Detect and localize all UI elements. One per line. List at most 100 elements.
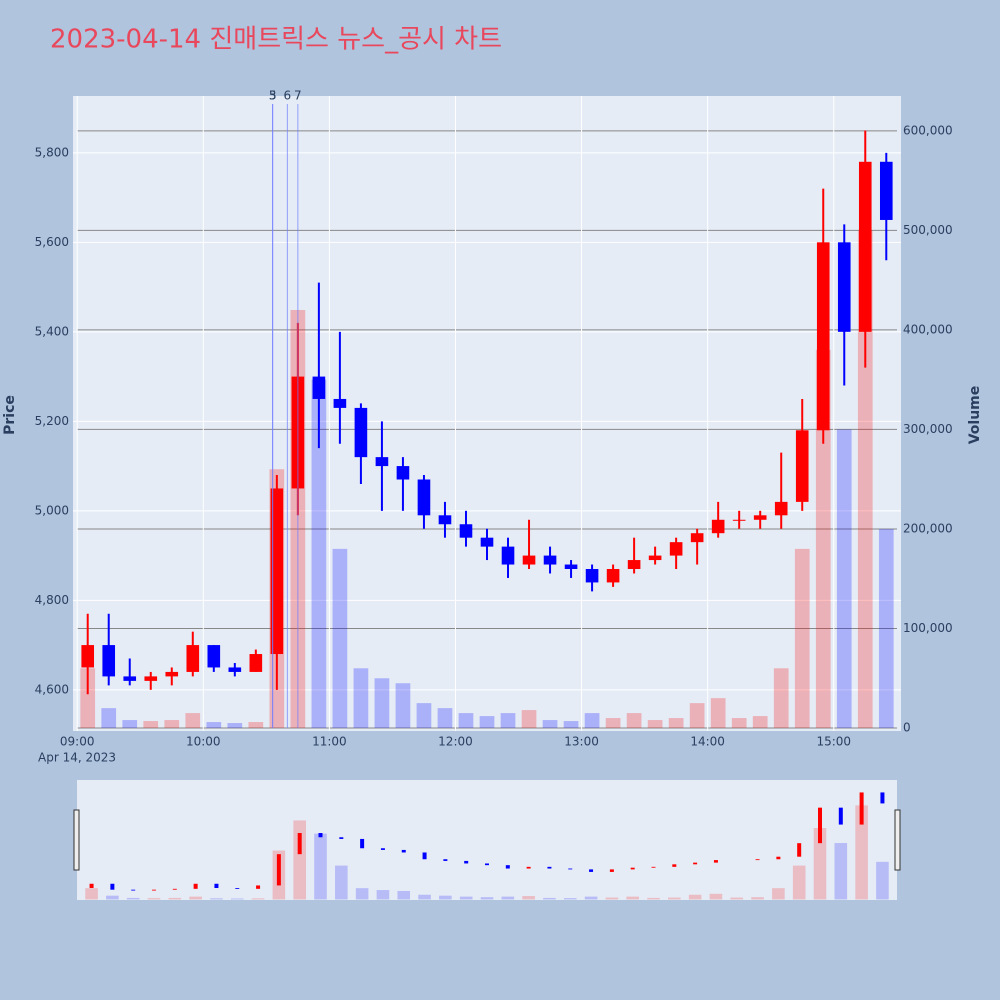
volume-bar (752, 716, 768, 729)
slider-volume-bar (668, 897, 681, 900)
volume-bar (878, 528, 894, 729)
volume-bar (794, 548, 810, 729)
volume-bar (416, 703, 432, 729)
slider-volume-bar (210, 898, 223, 900)
volume-bar (185, 713, 201, 729)
slider-volume-bar (314, 833, 327, 900)
annotation-label: 5 (269, 89, 277, 103)
candle-body (186, 645, 200, 672)
candle-body (837, 242, 851, 332)
candle-body (396, 466, 410, 480)
x-tick-label: 11:00 (312, 735, 347, 749)
candle-body (417, 479, 431, 516)
candle-body (711, 519, 725, 534)
candle-body (270, 488, 284, 655)
candle-body (249, 654, 263, 672)
volume-bar (521, 710, 537, 729)
candle-body (732, 519, 746, 521)
volume-bar (773, 668, 789, 729)
x-tick-label: 13:00 (564, 735, 599, 749)
slider-volume-bar (376, 890, 390, 900)
slider-volume-bar (563, 898, 577, 900)
slider-volume-bar (168, 897, 182, 900)
volume-bar (164, 720, 180, 729)
slider-volume-bar (501, 896, 515, 900)
volume-bar (500, 713, 516, 729)
y-tick-label: 5,200 (35, 414, 69, 428)
plot-area (73, 96, 901, 731)
volume-bar (143, 721, 159, 729)
volume-bar (437, 708, 453, 729)
volume-bar (80, 668, 96, 729)
candle-body (858, 161, 872, 332)
y-axis-title: Price (2, 395, 18, 435)
slider-volume-bar (751, 897, 764, 900)
slider-volume-bar (335, 865, 348, 900)
slider-volume-bar (85, 888, 98, 900)
annotation-label: 7 (294, 89, 302, 103)
volume-bar (563, 721, 579, 729)
candle-body (354, 407, 368, 458)
volume-bar (353, 668, 369, 729)
slider-volume-bar (626, 896, 639, 900)
candle-body (585, 569, 599, 583)
y2-tick-label: 100,000 (903, 621, 953, 635)
y-tick-label: 5,400 (35, 324, 69, 338)
slider-volume-bar (397, 890, 411, 900)
candle-body (648, 555, 662, 561)
slider-volume-bar (813, 827, 827, 900)
volume-bar (206, 722, 222, 729)
volume-bar (836, 429, 852, 729)
slider-volume-bar (522, 896, 535, 900)
slider-volume-bar (293, 820, 306, 900)
slider-volume-bar (418, 894, 431, 900)
candle-body (606, 569, 620, 583)
volume-bar (689, 703, 705, 729)
y-tick-label: 5,600 (35, 235, 69, 249)
volume-bar (458, 713, 474, 729)
volume-bar (227, 723, 243, 729)
candle-body (501, 546, 515, 565)
slider-volume-bar (230, 898, 244, 900)
volume-bar (647, 720, 663, 729)
volume-bar (710, 698, 726, 729)
slider-volume-bar (855, 805, 868, 900)
volume-bar (248, 722, 264, 729)
slider-volume-bar (772, 888, 785, 900)
slider-volume-bar (251, 898, 265, 900)
range-handle-right[interactable] (894, 809, 901, 871)
slider-volume-bar (106, 895, 119, 900)
slider-volume-bar (543, 897, 556, 900)
slider-volume-bar (355, 888, 369, 900)
y-tick-label: 5,800 (35, 145, 69, 159)
x-tick-label: 12:00 (438, 735, 473, 749)
volume-bar (731, 718, 747, 729)
candle-body (207, 645, 221, 668)
volume-bar (626, 713, 642, 729)
range-handle-left[interactable] (73, 809, 80, 871)
volume-bar (857, 230, 873, 729)
range-slider[interactable] (77, 780, 897, 900)
x-date-label: Apr 14, 2023 (38, 751, 116, 765)
slider-volume-bar (834, 843, 848, 900)
volume-bar (311, 379, 327, 729)
candle-body (564, 564, 578, 570)
candle-body (543, 555, 557, 565)
x-tick-label: 15:00 (816, 735, 851, 749)
candle-body (774, 501, 788, 516)
x-tick-label: 14:00 (690, 735, 725, 749)
candle-body (627, 560, 641, 570)
slider-volume-bar (709, 893, 723, 900)
volume-bar (122, 720, 138, 729)
volume-bar (395, 683, 411, 729)
candle-body (144, 676, 158, 681)
x-tick-label: 10:00 (186, 735, 221, 749)
slider-volume-bar (584, 896, 598, 900)
y-tick-label: 4,800 (35, 593, 69, 607)
candle-body (333, 398, 347, 408)
candle-body (228, 667, 242, 672)
y2-tick-label: 600,000 (903, 123, 953, 137)
y2-tick-label: 300,000 (903, 422, 953, 436)
y2-tick-label: 0 (903, 721, 911, 735)
candle-body (459, 524, 473, 538)
